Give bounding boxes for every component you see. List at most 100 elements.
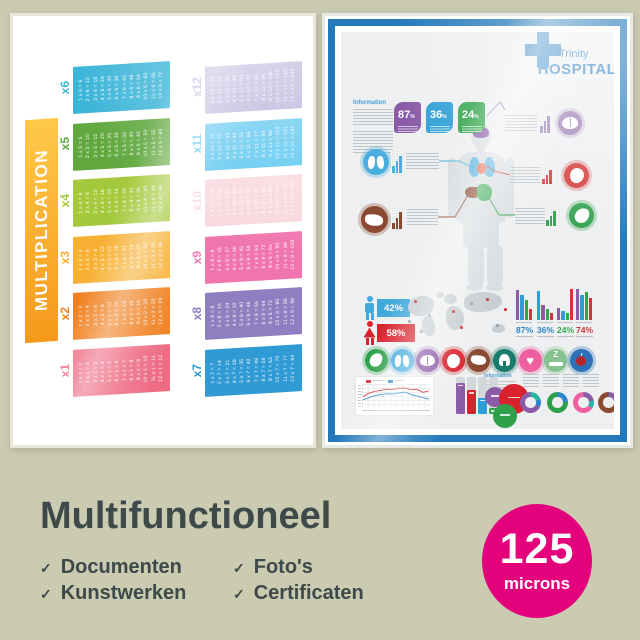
bar-fill bbox=[456, 382, 465, 414]
info-text-column bbox=[523, 374, 539, 387]
stomach-callout-circle bbox=[569, 203, 594, 228]
continent bbox=[408, 296, 434, 316]
liver-icon bbox=[361, 206, 388, 233]
stomach-mini-chart bbox=[545, 206, 560, 227]
legend-swatch bbox=[388, 379, 393, 383]
lungs-icon bbox=[391, 349, 414, 372]
series-blue bbox=[362, 391, 430, 401]
times-table-label-x8: x8 bbox=[189, 307, 204, 321]
stat-badge-caption bbox=[462, 125, 482, 133]
feature-label: Documenten bbox=[60, 556, 182, 578]
sleep-icon: Z bbox=[544, 349, 567, 372]
times-table-label-x4: x4 bbox=[57, 194, 72, 208]
feature-label: Kunstwerken bbox=[60, 582, 187, 604]
brain-callout-text bbox=[505, 115, 537, 132]
bar-value bbox=[480, 399, 485, 402]
map-marker bbox=[460, 326, 463, 329]
map-marker bbox=[414, 300, 417, 303]
heart-callout-text bbox=[510, 167, 540, 184]
group-percentage: 87% bbox=[516, 325, 534, 337]
heart-circle: ♥ bbox=[518, 349, 542, 372]
series-red bbox=[362, 387, 430, 398]
group-bar bbox=[561, 311, 565, 320]
donut-chart bbox=[520, 392, 541, 413]
group-percentage: 24% bbox=[557, 325, 575, 337]
male-icon bbox=[362, 296, 377, 320]
stomach-icon bbox=[569, 203, 594, 228]
tooth-icon bbox=[493, 349, 516, 372]
stat-badge-value: 24% bbox=[462, 109, 479, 121]
liver-circle bbox=[467, 349, 491, 372]
times-table-label-x10: x10 bbox=[189, 190, 204, 211]
map-marker bbox=[504, 308, 507, 311]
continent bbox=[436, 292, 444, 298]
bubble-chart-circle bbox=[493, 404, 517, 428]
group-bar bbox=[529, 309, 533, 320]
legend-item bbox=[388, 379, 406, 383]
lungs-callout-circle bbox=[363, 149, 389, 175]
liver-icon bbox=[467, 349, 490, 372]
stat-badge-value: 87% bbox=[398, 109, 415, 121]
map-marker bbox=[428, 314, 431, 317]
map-marker bbox=[470, 302, 473, 305]
apple-circle bbox=[569, 349, 593, 372]
bar-fill bbox=[467, 390, 476, 414]
checkmark-icon: ✓ bbox=[40, 560, 52, 576]
world-map bbox=[406, 290, 510, 340]
tooth-circle bbox=[493, 349, 516, 372]
group-percentage: 36% bbox=[537, 325, 555, 337]
stat-badge-value: 36% bbox=[430, 109, 447, 121]
map-marker bbox=[408, 320, 411, 323]
times-table-label-x2: x2 bbox=[57, 307, 72, 321]
times-table-label-x3: x3 bbox=[57, 250, 72, 264]
microns-unit: microns bbox=[503, 574, 571, 593]
heart-icon: ♥ bbox=[526, 352, 534, 368]
liver-mini-chart bbox=[391, 207, 404, 230]
group-bar bbox=[524, 300, 528, 320]
group-percentage: 74% bbox=[576, 325, 594, 337]
brain-mini-chart bbox=[539, 110, 552, 134]
map-marker bbox=[452, 310, 455, 313]
lungs-mini-chart bbox=[391, 150, 404, 174]
infographic-content: Trinity HOSPITAL Information Info bbox=[341, 32, 614, 429]
stat-badge-87: 87% bbox=[394, 102, 421, 133]
info-text-column bbox=[543, 374, 559, 387]
group-bar bbox=[576, 289, 580, 320]
stat-badge-caption bbox=[398, 125, 418, 133]
group-bar bbox=[557, 308, 561, 320]
microns-value: 125 bbox=[499, 525, 575, 573]
bar-track bbox=[456, 377, 465, 414]
map-marker bbox=[486, 298, 489, 301]
group-bar bbox=[570, 289, 574, 320]
sleep-circle: Z bbox=[544, 349, 568, 372]
lungs-callout-text bbox=[406, 153, 439, 170]
legend-swatch bbox=[366, 379, 371, 383]
times-table-label-x7: x7 bbox=[189, 363, 204, 378]
donut-chart bbox=[547, 392, 568, 413]
line-chart bbox=[362, 387, 430, 401]
organ-icon bbox=[564, 163, 589, 188]
donut-chart bbox=[573, 392, 594, 413]
poster-frame: Trinity HOSPITAL Information Info bbox=[328, 19, 627, 442]
group-bar bbox=[589, 298, 593, 320]
caption-title: Multifunctioneel bbox=[40, 495, 332, 537]
liver-callout-circle bbox=[361, 206, 388, 233]
organ-icon bbox=[442, 349, 465, 372]
times-table-label-x11: x11 bbox=[189, 134, 204, 154]
checkmark-icon: ✓ bbox=[233, 560, 245, 576]
group-bar bbox=[550, 313, 554, 320]
line-chart-panel bbox=[356, 377, 433, 415]
checkmark-icon: ✓ bbox=[40, 586, 52, 602]
stomach-icon bbox=[365, 349, 388, 372]
group-bar bbox=[580, 295, 584, 320]
bar-track bbox=[467, 377, 476, 414]
feature-label: Certificaten bbox=[253, 582, 364, 604]
map-marker bbox=[496, 324, 499, 327]
male-percentage: 42% bbox=[383, 302, 403, 314]
